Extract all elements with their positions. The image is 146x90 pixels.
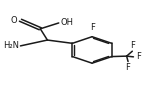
Text: F: F [90, 23, 94, 32]
Text: O: O [10, 16, 17, 25]
Text: H₂N: H₂N [3, 41, 19, 50]
Text: F: F [130, 41, 135, 50]
Text: OH: OH [60, 18, 73, 27]
Text: F: F [126, 63, 131, 72]
Text: F: F [136, 52, 141, 61]
